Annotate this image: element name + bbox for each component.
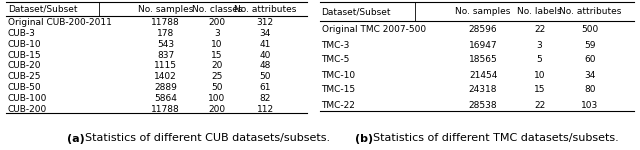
Text: 50: 50 <box>259 72 271 81</box>
Text: Original TMC 2007-500: Original TMC 2007-500 <box>321 26 426 34</box>
Text: CUB-200: CUB-200 <box>8 105 47 114</box>
Text: Dataset/Subset: Dataset/Subset <box>321 8 391 16</box>
Text: 1402: 1402 <box>154 72 177 81</box>
Text: 50: 50 <box>211 83 223 92</box>
Text: Original CUB-200-2011: Original CUB-200-2011 <box>8 18 112 27</box>
Text: 22: 22 <box>534 26 545 34</box>
Text: 41: 41 <box>259 40 271 49</box>
Text: 59: 59 <box>584 40 595 50</box>
Text: 24318: 24318 <box>469 85 497 94</box>
Text: 15: 15 <box>211 51 223 60</box>
Text: 15: 15 <box>534 85 545 94</box>
Text: 178: 178 <box>157 29 175 38</box>
Text: 837: 837 <box>157 51 175 60</box>
Text: 543: 543 <box>157 40 174 49</box>
Text: 103: 103 <box>581 100 598 109</box>
Text: 16947: 16947 <box>468 40 497 50</box>
Text: CUB-10: CUB-10 <box>8 40 42 49</box>
Text: TMC-22: TMC-22 <box>321 100 355 109</box>
Text: No. classes: No. classes <box>192 5 242 14</box>
Text: (b): (b) <box>355 134 373 144</box>
Text: Statistics of different TMC datasets/subsets.: Statistics of different TMC datasets/sub… <box>373 134 619 144</box>
Text: 61: 61 <box>259 83 271 92</box>
Text: CUB-50: CUB-50 <box>8 83 42 92</box>
Text: 11788: 11788 <box>152 105 180 114</box>
Text: 5864: 5864 <box>154 94 177 103</box>
Text: 20: 20 <box>211 61 223 70</box>
Text: 1115: 1115 <box>154 61 177 70</box>
Text: 82: 82 <box>259 94 271 103</box>
Text: 3: 3 <box>214 29 220 38</box>
Text: TMC-5: TMC-5 <box>321 56 350 64</box>
Text: 28596: 28596 <box>468 26 497 34</box>
Text: 10: 10 <box>211 40 223 49</box>
Text: 60: 60 <box>584 56 595 64</box>
Text: CUB-25: CUB-25 <box>8 72 42 81</box>
Text: 2889: 2889 <box>154 83 177 92</box>
Text: 112: 112 <box>257 105 274 114</box>
Text: 28538: 28538 <box>468 100 497 109</box>
Text: 18565: 18565 <box>468 56 497 64</box>
Text: No. samples: No. samples <box>138 5 193 14</box>
Text: 48: 48 <box>259 61 271 70</box>
Text: Statistics of different CUB datasets/subsets.: Statistics of different CUB datasets/sub… <box>85 134 330 144</box>
Text: TMC-3: TMC-3 <box>321 40 350 50</box>
Text: 200: 200 <box>209 18 225 27</box>
Text: 22: 22 <box>534 100 545 109</box>
Text: CUB-15: CUB-15 <box>8 51 42 60</box>
Text: 3: 3 <box>537 40 542 50</box>
Text: (a): (a) <box>67 134 85 144</box>
Text: CUB-20: CUB-20 <box>8 61 42 70</box>
Text: 200: 200 <box>209 105 225 114</box>
Text: No. samples: No. samples <box>456 8 511 16</box>
Text: 10: 10 <box>534 70 545 80</box>
Text: Dataset/Subset: Dataset/Subset <box>8 5 77 14</box>
Text: CUB-100: CUB-100 <box>8 94 47 103</box>
Text: No. attributes: No. attributes <box>234 5 296 14</box>
Text: 40: 40 <box>259 51 271 60</box>
Text: TMC-10: TMC-10 <box>321 70 356 80</box>
Text: 25: 25 <box>211 72 223 81</box>
Text: No. labels: No. labels <box>517 8 562 16</box>
Text: 21454: 21454 <box>469 70 497 80</box>
Text: CUB-3: CUB-3 <box>8 29 36 38</box>
Text: 312: 312 <box>257 18 274 27</box>
Text: TMC-15: TMC-15 <box>321 85 356 94</box>
Text: 11788: 11788 <box>152 18 180 27</box>
Text: 80: 80 <box>584 85 595 94</box>
Text: 5: 5 <box>537 56 542 64</box>
Text: 100: 100 <box>209 94 225 103</box>
Text: 34: 34 <box>259 29 271 38</box>
Text: No. attributes: No. attributes <box>559 8 621 16</box>
Text: 34: 34 <box>584 70 595 80</box>
Text: 500: 500 <box>581 26 598 34</box>
